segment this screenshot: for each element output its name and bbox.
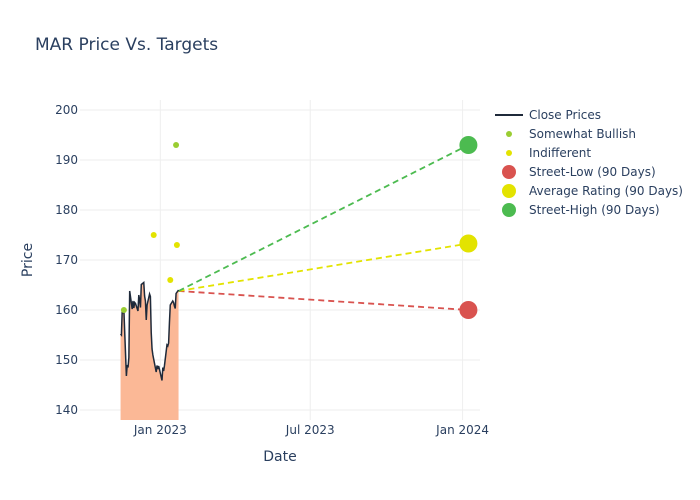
x-tick-label: Jan 2023 [133, 423, 187, 437]
target-line [178, 144, 469, 292]
rating-marker [167, 277, 174, 283]
close-price-area [120, 282, 179, 420]
legend-label: Indifferent [529, 146, 591, 160]
legend-label: Close Prices [529, 108, 601, 122]
legend-marker-swatch [502, 165, 516, 179]
x-tick-label: Jan 2024 [435, 423, 489, 437]
rating-marker [173, 142, 180, 148]
legend-label: Street-Low (90 Days) [529, 165, 656, 179]
chart-title: MAR Price Vs. Targets [35, 35, 218, 55]
rating-marker [120, 307, 127, 313]
y-tick-label: 200 [55, 103, 78, 117]
target-line [178, 290, 469, 311]
legend-marker-swatch [502, 184, 516, 198]
legend-label: Somewhat Bullish [529, 127, 636, 141]
close-price-line [120, 281, 180, 381]
legend-marker-swatch [506, 131, 512, 137]
y-tick-label: 160 [55, 303, 78, 317]
y-tick-label: 170 [55, 253, 78, 267]
y-tick-label: 180 [55, 203, 78, 217]
target-marker [459, 234, 478, 253]
y-tick-label: 150 [55, 353, 78, 367]
legend-label: Street-High (90 Days) [529, 203, 660, 217]
target-line [178, 242, 469, 292]
y-tick-label: 190 [55, 153, 78, 167]
x-axis-title: Date [263, 449, 296, 465]
target-marker [459, 301, 478, 319]
target-marker [459, 136, 478, 154]
rating-marker [173, 242, 180, 248]
legend-marker-swatch [502, 203, 516, 217]
legend-marker-swatch [506, 150, 512, 156]
y-axis-title: Price [20, 243, 36, 277]
rating-marker [150, 232, 157, 238]
legend-label: Average Rating (90 Days) [529, 184, 683, 198]
x-tick-label: Jul 2023 [285, 423, 335, 437]
y-tick-label: 140 [55, 403, 78, 417]
